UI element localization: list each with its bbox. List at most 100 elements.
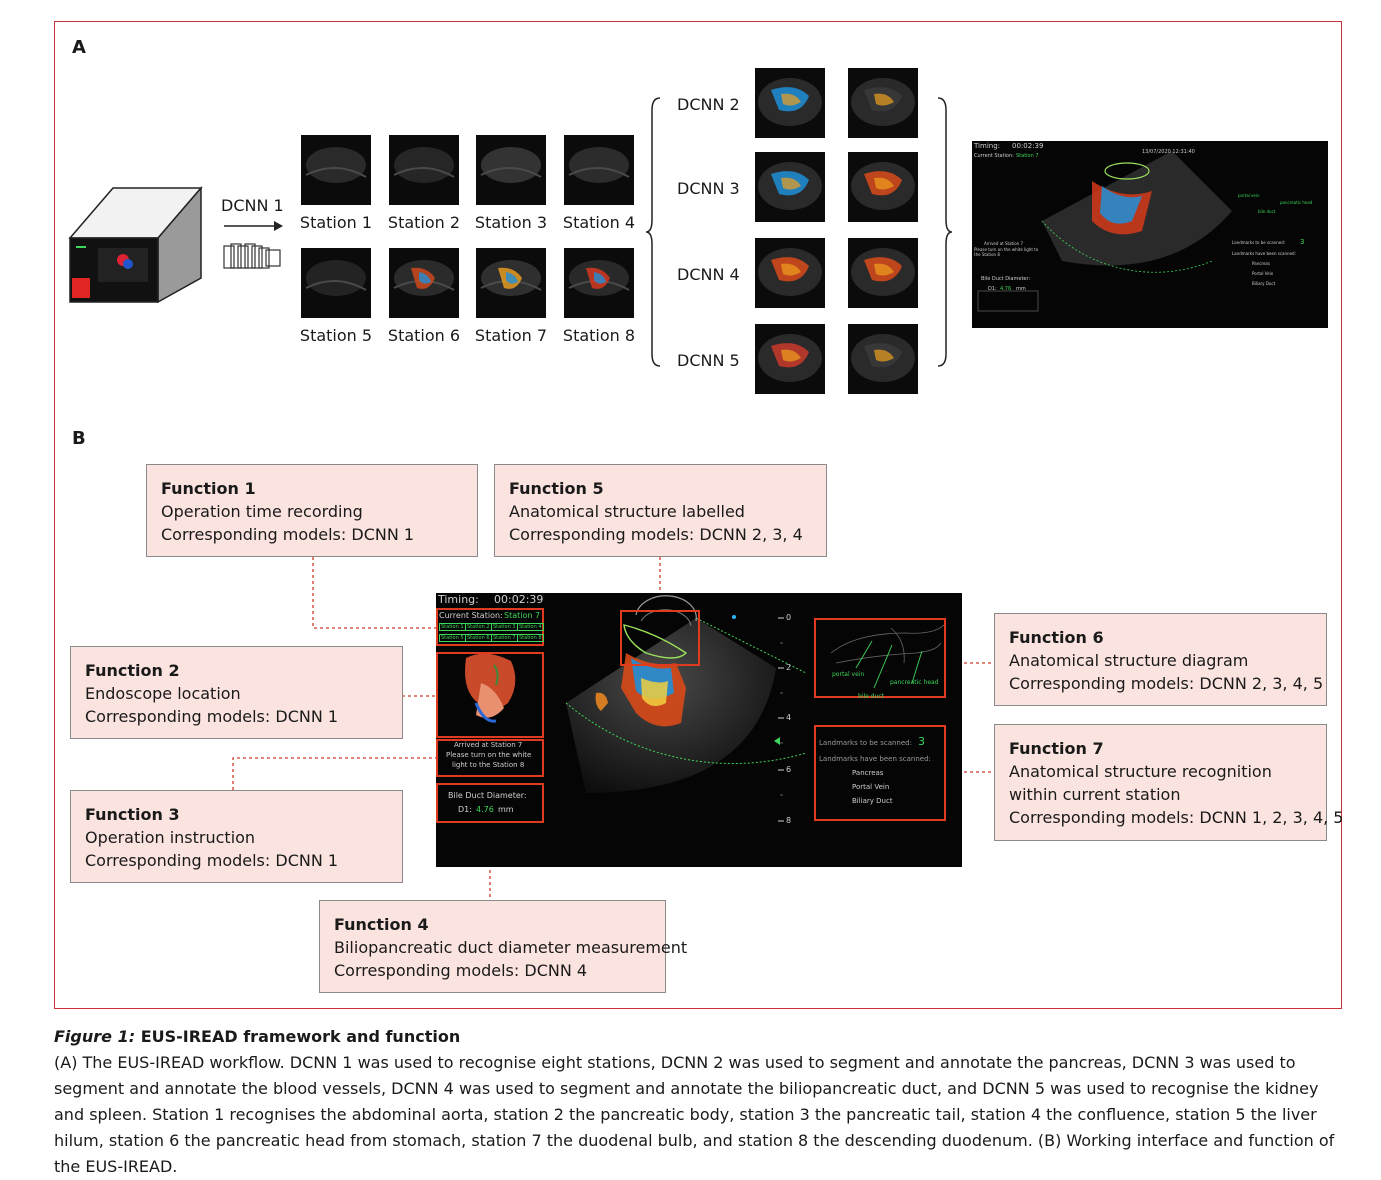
caption-heading: Figure 1: EUS-IREAD framework and functi…: [54, 1027, 460, 1046]
preview-timing-label: Timing:: [974, 142, 1001, 150]
depth-tick: 2: [786, 663, 792, 672]
arrived-text: Arrived at Station 7: [454, 741, 523, 749]
function-4-box: Function 4 Biliopancreatic duct diameter…: [319, 900, 687, 993]
station-thumbnail: [476, 135, 546, 205]
scanned-item: Biliary Duct: [852, 797, 893, 805]
instruction-line-2: light to the Station 8: [452, 761, 525, 769]
function-5-box: Function 5 Anatomical structure labelled…: [494, 464, 827, 557]
dcnn-group-label: DCNN 2: [677, 95, 740, 114]
preview-landmarks-to-scan-value: 3: [1300, 238, 1305, 246]
preview-timing-value: 00:02:39: [1012, 142, 1044, 150]
function-title: Function 2: [85, 661, 180, 680]
dcnn-group-label: DCNN 4: [677, 265, 740, 284]
station-chip: Station 1: [439, 623, 466, 631]
measurement-box: [436, 783, 544, 823]
dcnn-output-thumbnail: [848, 152, 918, 222]
d1-value: 4.76: [476, 805, 494, 814]
station-chip: Station 4: [517, 623, 544, 631]
station-chip: Station 3: [491, 623, 518, 631]
function-1-box: Function 1 Operation time recording Corr…: [146, 464, 478, 557]
depth-tick: 4: [786, 713, 792, 722]
preview-bile-label: Bile Duct Diameter:: [981, 276, 1031, 282]
preview-date: 13/07/2020 12:31:40: [1142, 149, 1195, 155]
instruction-line-1: Please turn on the white: [446, 751, 532, 759]
station-label: Station 7: [474, 326, 548, 345]
function-title: Function 7: [1009, 739, 1104, 758]
dcnn1-arrow-icon: [224, 221, 283, 231]
preview-diagram-label: portal vein: [1238, 193, 1260, 198]
preview-current-station-value: Station 7: [1016, 153, 1039, 159]
function-3-box: Function 3 Operation instruction Corresp…: [70, 790, 403, 883]
station-label: Station 8: [562, 326, 636, 345]
function-6-box: Function 6 Anatomical structure diagram …: [994, 613, 1327, 706]
bile-duct-label: Bile Duct Diameter:: [448, 791, 527, 800]
function-line: Corresponding models: DCNN 1: [85, 851, 339, 870]
endoscopy-device-illustration: [68, 185, 203, 304]
station-chip: Station 8: [517, 634, 544, 642]
preview-scanned-item: Biliary Duct: [1252, 281, 1276, 286]
panel-a-letter: A: [72, 37, 86, 58]
dcnn-group-label: DCNN 5: [677, 351, 740, 370]
function-title: Function 3: [85, 805, 180, 824]
diagram-label: pancreatic head: [890, 679, 939, 686]
preview-ultrasound-icon: [977, 151, 1232, 312]
structure-label-box: [620, 610, 700, 666]
landmarks-to-scan-label: Landmarks to be scanned:: [819, 739, 912, 747]
station-thumbnail: [301, 248, 371, 318]
station-thumbnail: [389, 248, 459, 318]
function-line: Corresponding models: DCNN 1: [85, 707, 339, 726]
function-line: Endoscope location: [85, 684, 241, 703]
timing-value: 00:02:39: [494, 593, 544, 606]
instruction-box: [436, 739, 544, 777]
depth-tick: 6: [786, 765, 792, 774]
station-thumbnail: [564, 248, 634, 318]
d1-label: D1:: [458, 805, 472, 814]
station-thumbnail: [476, 248, 546, 318]
dcnn-output-thumbnail: [755, 152, 825, 222]
station-thumbnail: [389, 135, 459, 205]
current-station-label: Current Station:: [439, 611, 503, 620]
station-label: Station 5: [299, 326, 373, 345]
function-line: Operation time recording: [161, 502, 363, 521]
dcnn-output-thumbnail: [848, 238, 918, 308]
preview-landmarks-to-scan-label: Landmarks to be scanned:: [1232, 240, 1286, 245]
interface-preview: Timing: 00:02:39 Current Station: Statio…: [972, 141, 1328, 328]
preview-scanned-item: Pancreas: [1252, 261, 1270, 266]
station-label: Station 3: [474, 213, 548, 232]
structure-diagram-box: [814, 618, 946, 698]
function-title: Function 1: [161, 479, 256, 498]
endoscope-location-box: [436, 652, 544, 738]
preview-diagram-label: pancreatic head: [1280, 200, 1313, 205]
preview-instruction: Please turn on the white light to the St…: [974, 247, 1039, 257]
dcnn-output-thumbnail: [848, 68, 918, 138]
right-brace-icon: [937, 97, 952, 367]
preview-landmarks-scanned-label: Landmarks have been scanned:: [1232, 251, 1296, 256]
station-chip: Station 7: [491, 634, 518, 642]
dcnn-output-thumbnail: [755, 238, 825, 308]
preview-d1-label: D1:: [988, 286, 997, 292]
function-line: Corresponding models: DCNN 1: [161, 525, 415, 544]
function-line: Anatomical structure recognition: [1009, 762, 1272, 781]
depth-tick: 8: [786, 816, 792, 825]
left-brace-icon: [646, 97, 661, 367]
scanned-item: Portal Vein: [852, 783, 890, 791]
function-line: Corresponding models: DCNN 1, 2, 3, 4, 5: [1009, 808, 1344, 827]
station-label: Station 2: [387, 213, 461, 232]
station-chip: Station 5: [439, 634, 466, 642]
preview-diagram-label: bile duct: [1258, 209, 1276, 214]
preview-current-station-label: Current Station:: [974, 153, 1014, 159]
dcnn-output-thumbnail: [848, 324, 918, 394]
interface-screenshot: Timing: 00:02:39 Current Station: Statio…: [436, 593, 962, 867]
caption-body: (A) The EUS-IREAD workflow. DCNN 1 was u…: [54, 1053, 1335, 1176]
function-title: Function 5: [509, 479, 604, 498]
station-thumbnail: [301, 135, 371, 205]
station-label: Station 6: [387, 326, 461, 345]
function-line: within current station: [1009, 785, 1181, 804]
preview-d1-value: 4.76: [1000, 286, 1012, 292]
function-line: Corresponding models: DCNN 2, 3, 4, 5: [1009, 674, 1324, 693]
landmarks-to-scan-value: 3: [918, 735, 925, 748]
ultrasound-image-icon: [465, 595, 947, 822]
caption-label: Figure 1:: [54, 1027, 136, 1046]
function-7-box: Function 7 Anatomical structure recognit…: [994, 724, 1344, 841]
diagram-label: bile duct: [858, 693, 885, 700]
